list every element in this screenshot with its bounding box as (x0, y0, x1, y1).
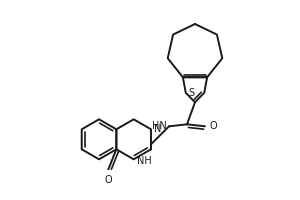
Text: O: O (104, 175, 112, 185)
Text: HN: HN (152, 121, 167, 131)
Text: NH: NH (137, 156, 152, 166)
Text: N: N (154, 124, 161, 134)
Text: O: O (209, 121, 217, 131)
Text: S: S (189, 88, 195, 98)
